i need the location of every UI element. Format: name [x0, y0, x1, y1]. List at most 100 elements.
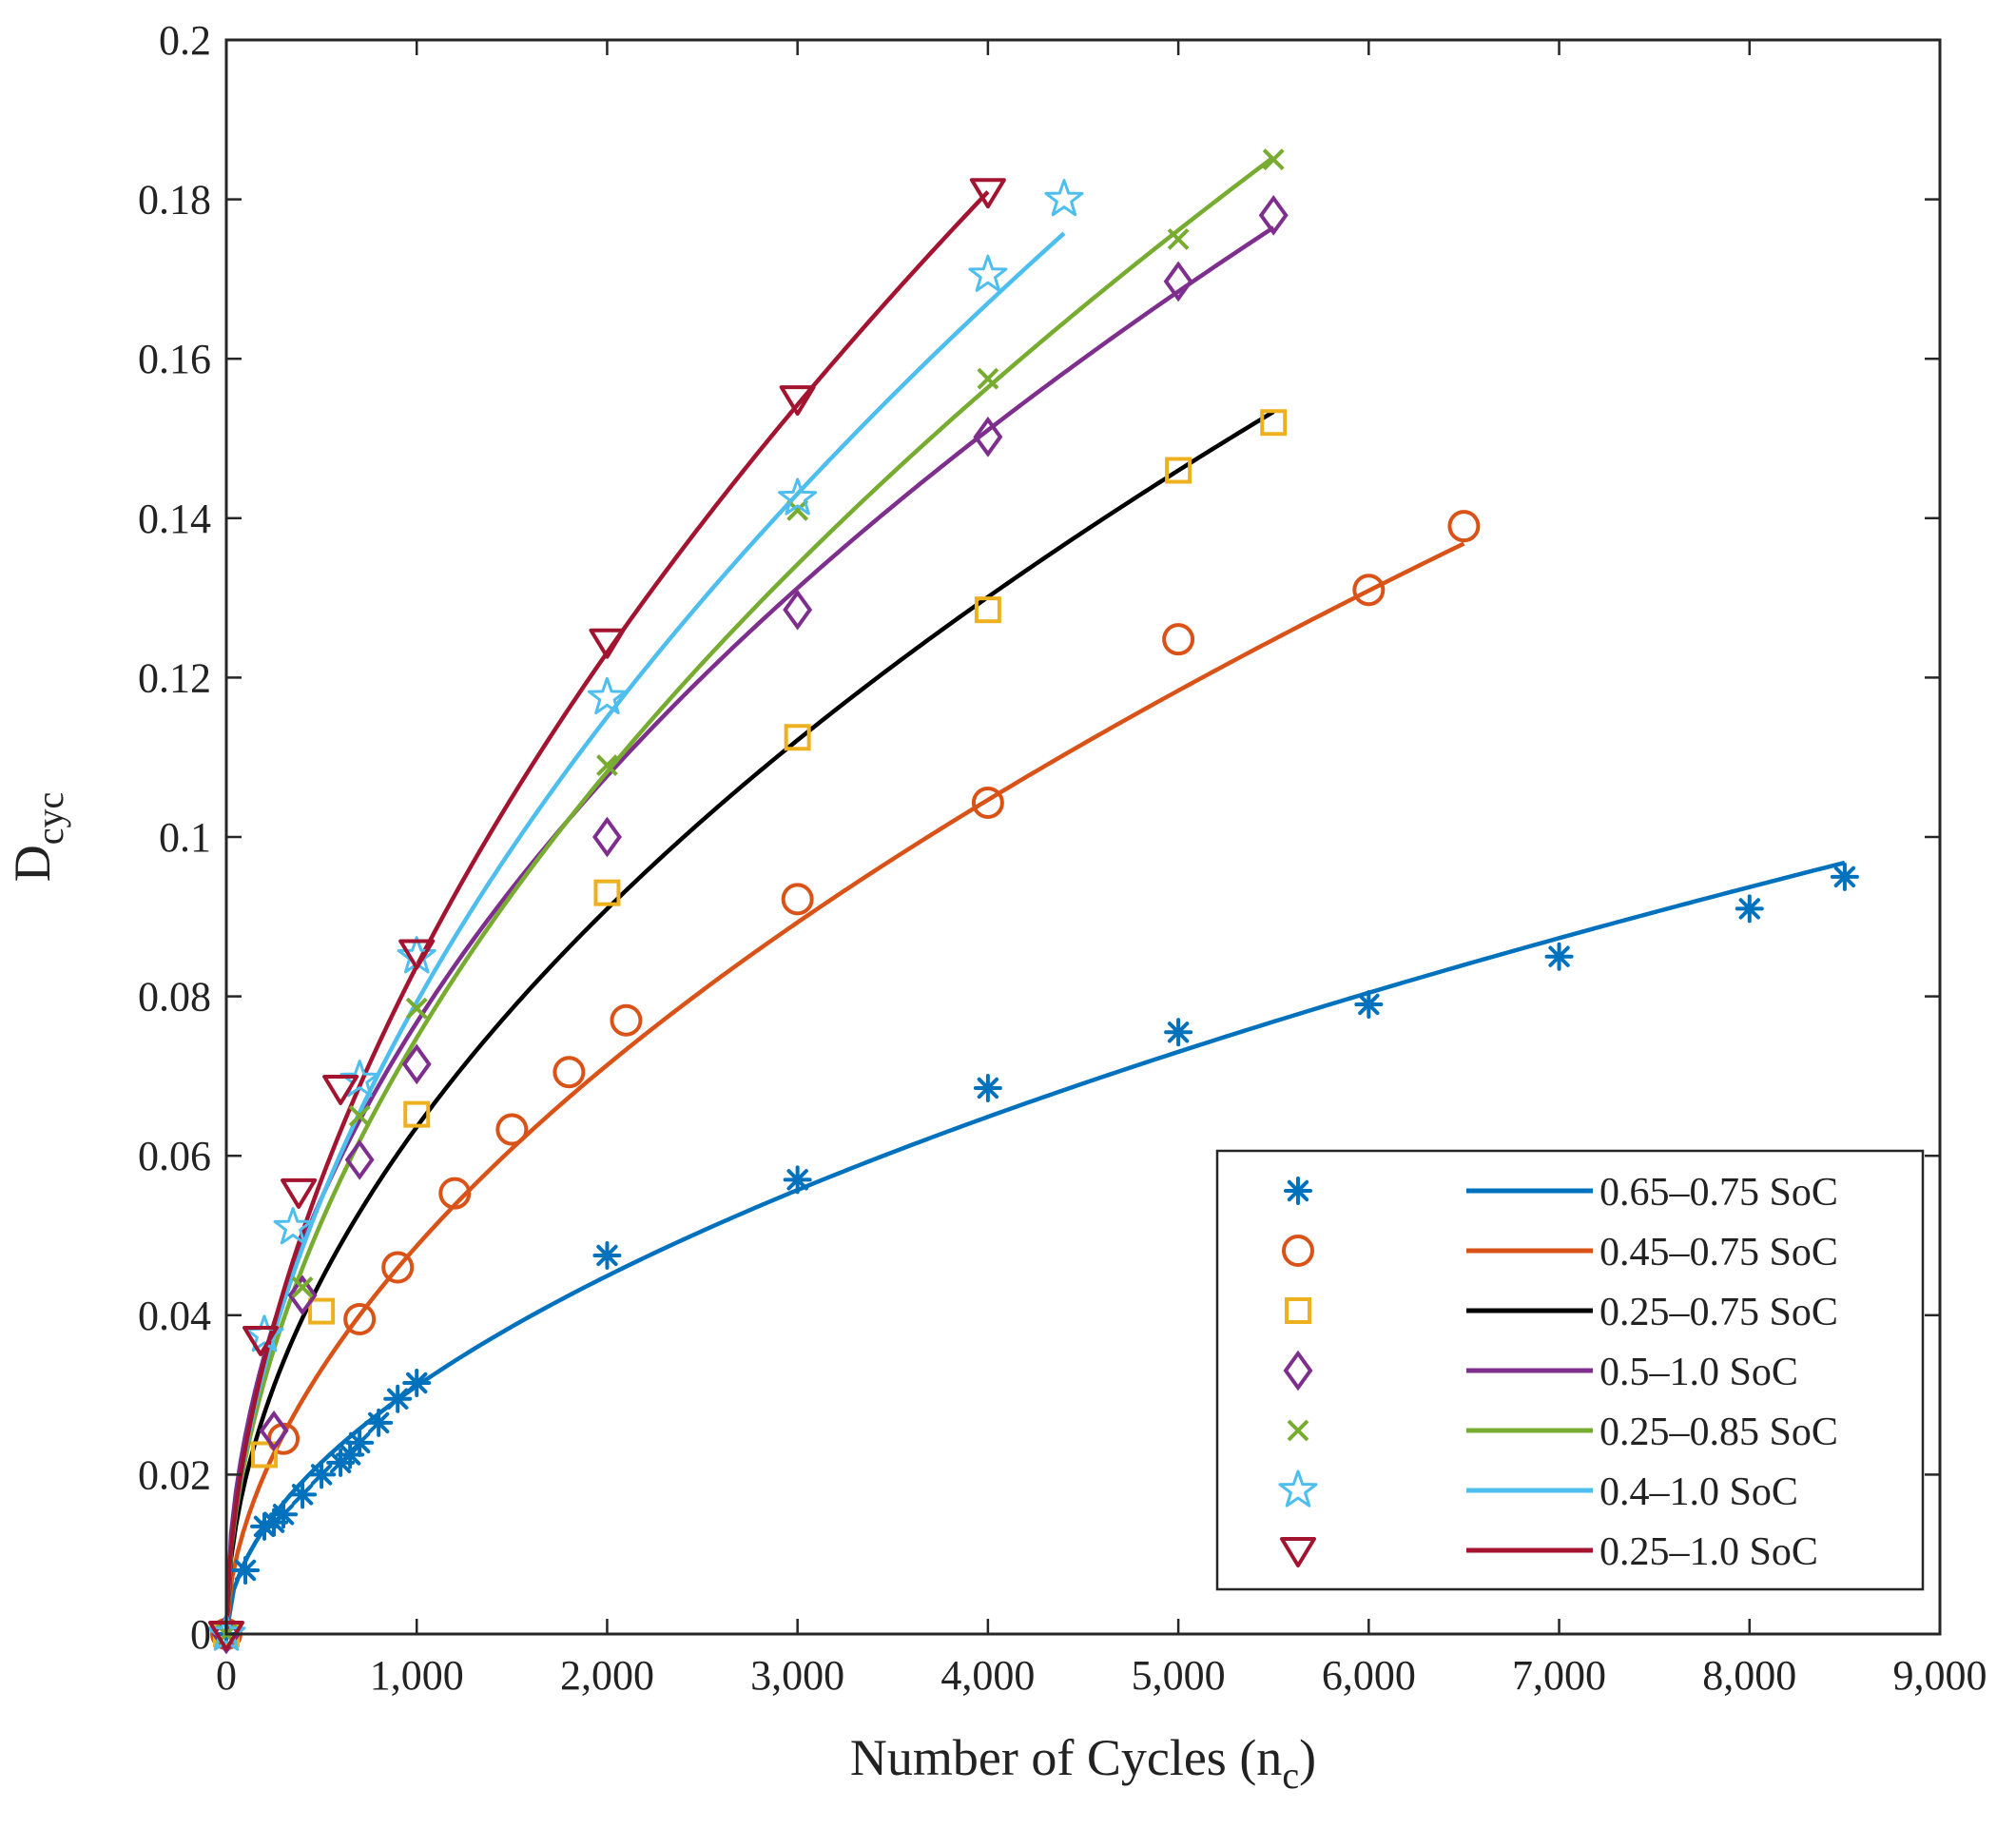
- data-point-marker: [344, 1138, 375, 1180]
- data-point-marker: [784, 724, 811, 751]
- y-tick-label: 0.08: [138, 974, 211, 1021]
- fit-line: [223, 541, 1465, 1635]
- data-point-marker: [364, 1408, 394, 1437]
- y-axis-title-main: D: [4, 845, 61, 882]
- data-point-marker: [1354, 989, 1384, 1019]
- fit-line: [223, 225, 1275, 1635]
- data-point-marker: [1447, 510, 1481, 543]
- data-point-marker: [403, 1100, 431, 1128]
- data-point-marker: [401, 1043, 432, 1085]
- y-tick-label: 0.12: [138, 654, 211, 701]
- data-point-marker: [783, 589, 813, 631]
- y-axis-title: Dcyc: [4, 792, 71, 883]
- data-point-marker: [591, 816, 622, 858]
- legend-label: 0.45–0.75 SoC: [1599, 1231, 1838, 1274]
- data-point-marker: [251, 1441, 279, 1469]
- y-tick-label: 0.16: [138, 336, 211, 382]
- tick-labels: 0 1,000 2,000 3,000 4,000 5,000 6,000 7,000 8,00…: [138, 17, 1987, 1699]
- y-tick-label: 0.14: [138, 496, 211, 542]
- x-tick-label: 0: [216, 1652, 237, 1699]
- data-point-marker: [781, 883, 814, 916]
- data-point-marker: [405, 997, 428, 1020]
- data-point-marker: [596, 754, 618, 776]
- data-point-marker: [307, 1460, 337, 1489]
- x-tick-label: 4,000: [940, 1652, 1035, 1699]
- data-point-marker: [973, 416, 1003, 457]
- data-point-marker: [1352, 574, 1386, 607]
- y-tick-label: 0.18: [138, 177, 211, 224]
- data-point-marker: [1163, 261, 1193, 302]
- data-point-marker: [779, 385, 816, 417]
- data-point-marker: [1260, 409, 1288, 437]
- data-point-marker: [971, 786, 1004, 819]
- data-point-marker: [977, 367, 999, 390]
- data-point-marker: [592, 1240, 622, 1270]
- y-tick-label: 0.04: [138, 1293, 211, 1339]
- data-point-marker: [1162, 623, 1195, 656]
- data-point-marker: [287, 1274, 318, 1316]
- data-point-marker: [1167, 228, 1190, 250]
- data-point-marker: [259, 1410, 289, 1451]
- data-point-marker: [968, 254, 1008, 292]
- y-tick-label: 0.2: [159, 17, 211, 64]
- x-axis-title-main: Number of Cycles (n: [850, 1729, 1282, 1786]
- legend-marker: [1284, 1177, 1312, 1205]
- y-tick-label: 0.1: [159, 814, 211, 861]
- fit-line: [223, 155, 1275, 1635]
- data-point-marker: [231, 1555, 261, 1585]
- data-point-marker: [974, 596, 1001, 624]
- x-tick-label: 9,000: [1893, 1652, 1987, 1699]
- data-point-marker: [273, 1207, 313, 1245]
- fit-line: [223, 860, 1846, 1635]
- legend-items: 0.65–0.75 SoC 0.45–0.75 SoC 0.25–0.75 SoC 0…: [1278, 1171, 1838, 1574]
- y-tick-label: 0: [190, 1611, 211, 1658]
- data-point-marker: [339, 1060, 379, 1098]
- data-point-marker: [1544, 942, 1574, 971]
- legend-marker: [1280, 1537, 1316, 1567]
- data-point-marker: [1165, 457, 1192, 484]
- fit-line: [223, 231, 1066, 1635]
- legend-label: 0.25–0.75 SoC: [1599, 1291, 1838, 1334]
- y-axis-title-subscript: cyc: [29, 792, 71, 846]
- legend-label: 0.25–0.85 SoC: [1599, 1411, 1838, 1454]
- x-tick-label: 3,000: [750, 1652, 844, 1699]
- data-point-marker: [969, 178, 1006, 209]
- data-point-marker: [786, 499, 809, 521]
- data-point-marker: [495, 1113, 529, 1146]
- data-point-marker: [552, 1056, 586, 1089]
- data-point-marker: [291, 1276, 314, 1298]
- legend-marker: [1278, 1469, 1318, 1508]
- data-point-marker: [438, 1177, 472, 1210]
- data-point-marker: [322, 1074, 359, 1105]
- data-point-marker: [381, 1251, 415, 1284]
- y-tick-label: 0.06: [138, 1133, 211, 1179]
- x-axis-title-close: ): [1299, 1729, 1316, 1786]
- legend-label: 0.5–1.0 SoC: [1599, 1351, 1798, 1394]
- data-point-marker: [783, 1165, 812, 1195]
- data-point-marker: [383, 1384, 413, 1413]
- fit-line: [223, 410, 1275, 1635]
- data-point-marker: [1262, 148, 1285, 171]
- data-point-marker: [345, 1428, 375, 1457]
- data-point-marker: [1735, 894, 1764, 924]
- data-point-marker: [348, 1104, 371, 1127]
- data-point-marker: [973, 1073, 1002, 1102]
- x-tick-label: 1,000: [370, 1652, 464, 1699]
- x-tick-label: 2,000: [560, 1652, 654, 1699]
- data-point-marker: [589, 628, 626, 659]
- data-point-marker: [308, 1297, 336, 1325]
- data-point-marker: [336, 1440, 365, 1469]
- legend-label: 0.25–1.0 SoC: [1599, 1530, 1818, 1574]
- fit-lines: [223, 155, 1846, 1635]
- data-point-marker: [343, 1302, 377, 1335]
- legend: 0.65–0.75 SoC 0.45–0.75 SoC 0.25–0.75 SoC 0…: [1215, 1149, 1925, 1591]
- ticks: [224, 38, 1942, 1636]
- x-axis-title-subscript: c: [1282, 1754, 1299, 1797]
- data-point-marker: [288, 1480, 318, 1509]
- data-point-marker: [778, 477, 818, 516]
- legend-marker: [1283, 1350, 1313, 1391]
- x-tick-label: 6,000: [1322, 1652, 1416, 1699]
- fit-line: [223, 190, 990, 1635]
- x-axis-title: Number of Cycles (nc): [850, 1729, 1316, 1797]
